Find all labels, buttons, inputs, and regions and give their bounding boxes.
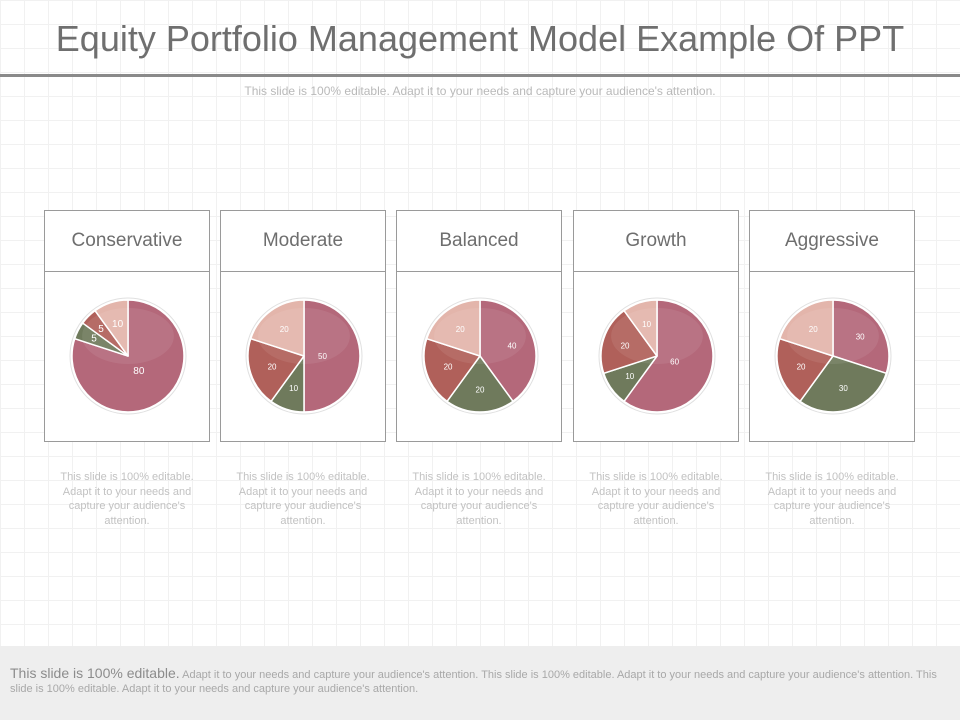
card-title: Aggressive [750,211,914,272]
pie-slice-growth-2 [600,309,658,375]
card-conservative: Conservative 80 5 5 10 [44,210,210,442]
card-title: Growth [574,211,738,272]
slice-label-aggressive-2: 20 [797,362,806,371]
title-divider [0,74,960,77]
card-moderate: Moderate 50 10 20 20 [220,210,386,442]
slice-label-balanced-0: 40 [508,342,517,351]
pie-chart-conservative: 80 5 5 10 [45,272,209,441]
slice-label-conservative-0: 80 [133,366,145,377]
slice-label-balanced-3: 20 [456,325,465,334]
slice-label-growth-1: 10 [625,372,634,381]
pie-aggressive-svg: 30 30 20 20 [774,297,892,415]
pie-slice-aggressive-2 [776,337,834,403]
caption-balanced: This slide is 100% editable. Adapt it to… [412,471,546,527]
slice-label-moderate-2: 20 [268,362,277,371]
slice-label-growth-2: 20 [621,342,630,351]
caption-growth: This slide is 100% editable. Adapt it to… [589,471,723,527]
slice-label-aggressive-1: 30 [839,384,848,393]
pie-slice-aggressive-1 [799,355,888,413]
pie-slice-growth-3 [623,299,658,357]
card-balanced: Balanced 40 20 20 20 [396,210,562,442]
pie-slice-aggressive-3 [778,299,834,357]
card-title: Moderate [221,211,385,272]
pie-slice-growth-0 [623,299,714,413]
slice-label-conservative-3: 10 [112,319,124,330]
pie-growth-svg: 60 10 20 10 [598,297,716,415]
pie-slice-balanced-3 [425,299,481,357]
slice-label-conservative-1: 5 [91,334,97,345]
slice-label-aggressive-3: 20 [809,325,818,334]
pie-slice-balanced-0 [479,299,537,403]
footer-lead: This slide is 100% editable. [10,665,180,681]
pie-chart-growth: 60 10 20 10 [574,272,738,441]
card-title: Balanced [397,211,561,272]
slide-title: Equity Portfolio Management Model Exampl… [55,18,905,59]
pie-slice-conservative-3 [94,299,129,357]
pie-slice-balanced-1 [446,355,514,413]
slice-label-moderate-3: 20 [280,325,289,334]
slice-label-moderate-0: 50 [318,352,327,361]
slice-label-balanced-1: 20 [476,386,485,395]
footer-note: This slide is 100% editable. Adapt it to… [0,646,960,720]
pie-slice-aggressive-0 [832,299,890,375]
slice-label-moderate-1: 10 [289,384,298,393]
card-title: Conservative [45,211,209,272]
pie-slice-conservative-0 [71,299,185,413]
pie-chart-balanced: 40 20 20 20 [397,272,561,441]
pie-chart-moderate: 50 10 20 20 [221,272,385,441]
card-aggressive: Aggressive 30 30 20 20 [749,210,915,442]
footer-text: Adapt it to your needs and capture your … [10,669,937,695]
slice-label-aggressive-0: 30 [856,332,865,341]
pie-slice-balanced-2 [423,337,481,403]
card-growth: Growth 60 10 20 10 [573,210,739,442]
caption-moderate: This slide is 100% editable. Adapt it to… [236,471,370,527]
caption-aggressive: This slide is 100% editable. Adapt it to… [765,471,899,527]
pie-conservative-svg: 80 55 10 [69,297,187,415]
slice-label-balanced-2: 20 [444,362,453,371]
pie-chart-aggressive: 30 30 20 20 [750,272,914,441]
pie-balanced-svg: 40 20 20 20 [421,297,539,415]
pie-moderate-svg: 50 10 20 20 [245,297,363,415]
pie-slice-moderate-0 [303,299,361,413]
pie-slice-moderate-2 [247,337,305,403]
slice-label-growth-0: 60 [670,358,679,367]
slice-label-growth-3: 10 [642,320,651,329]
slice-label-conservative-2: 5 [98,324,104,335]
caption-conservative: This slide is 100% editable. Adapt it to… [60,471,194,527]
slide-subtitle: This slide is 100% editable. Adapt it to… [244,84,716,98]
pie-slice-moderate-3 [249,299,305,357]
